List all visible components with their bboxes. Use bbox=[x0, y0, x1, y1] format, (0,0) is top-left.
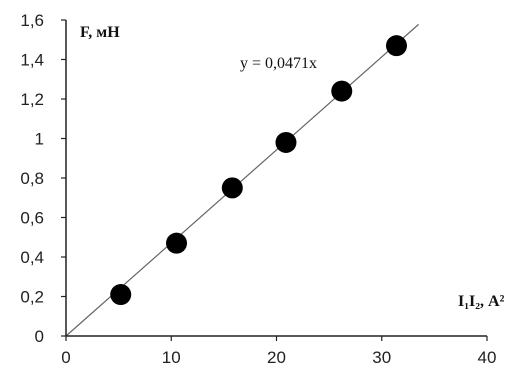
y-tick-labels: 0 0,2 0,4 0,6 0,8 1 1,2 1,4 1,6 bbox=[20, 11, 66, 346]
data-point bbox=[110, 284, 132, 306]
x-tick-label: 20 bbox=[267, 348, 286, 367]
x-tick-label: 30 bbox=[372, 348, 391, 367]
x-tick-label: 10 bbox=[162, 348, 181, 367]
y-axis-title: F, мН bbox=[80, 24, 120, 41]
trendline bbox=[65, 23, 419, 337]
trendline-equation: y = 0,0471x bbox=[240, 55, 317, 72]
y-tick-label: 1,6 bbox=[20, 11, 44, 30]
x-axis-title: I₁I₂, А² bbox=[458, 293, 505, 310]
y-tick-label: 1,2 bbox=[20, 90, 44, 109]
y-tick-label: 0 bbox=[35, 327, 44, 346]
y-tick-label: 0,8 bbox=[20, 169, 44, 188]
data-point bbox=[166, 232, 188, 254]
x-tick-label: 40 bbox=[478, 348, 497, 367]
y-tick-label: 0,2 bbox=[20, 288, 44, 307]
data-points bbox=[110, 35, 407, 306]
x-tick-label: 0 bbox=[61, 348, 70, 367]
y-tick-label: 1,4 bbox=[20, 51, 44, 70]
trendline-layer bbox=[65, 23, 419, 337]
data-point bbox=[331, 80, 353, 102]
data-point bbox=[221, 177, 243, 199]
data-point bbox=[385, 35, 407, 57]
data-point bbox=[275, 131, 297, 153]
x-tick-labels: 0 10 20 30 40 bbox=[61, 336, 496, 367]
y-tick-label: 0,6 bbox=[20, 209, 44, 228]
y-tick-label: 0,4 bbox=[20, 248, 44, 267]
y-tick-label: 1 bbox=[35, 130, 44, 149]
